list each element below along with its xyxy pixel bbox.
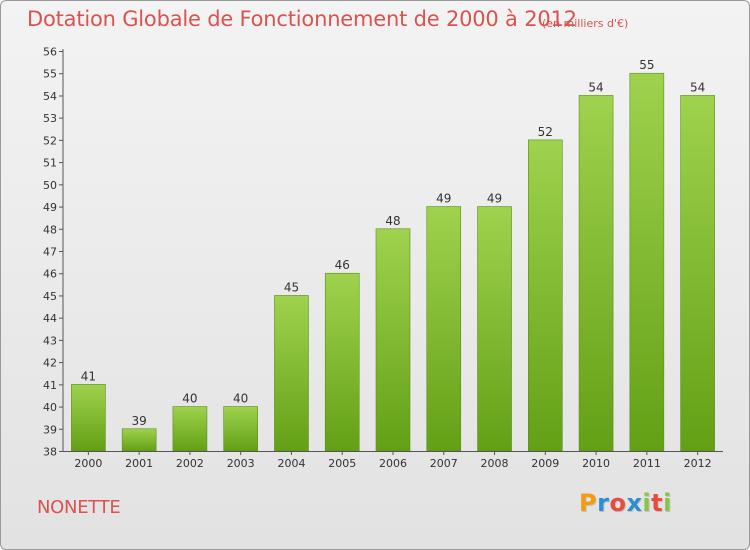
x-tick-label: 2004 <box>277 457 305 470</box>
x-tick-label: 2011 <box>633 457 661 470</box>
y-tick-label: 52 <box>43 134 57 147</box>
logo-letter: x <box>626 489 643 517</box>
chart-subtitle: (en milliers d'€) <box>542 17 629 30</box>
bar-value-label: 52 <box>538 125 553 139</box>
y-tick-label: 53 <box>43 112 57 125</box>
y-tick-label: 44 <box>43 312 57 325</box>
x-tick-label: 2007 <box>430 457 458 470</box>
logo-letter: i <box>642 489 652 517</box>
bar-value-label: 49 <box>436 192 451 206</box>
chart-title: Dotation Globale de Fonctionnement de 20… <box>27 7 577 31</box>
bar <box>426 206 462 452</box>
bar-value-label: 40 <box>182 392 197 406</box>
logo-letter: o <box>609 489 627 517</box>
y-tick-label: 46 <box>43 268 57 281</box>
x-tick-label: 2010 <box>582 457 610 470</box>
bar-value-label: 46 <box>335 258 350 272</box>
bar <box>528 139 563 452</box>
y-tick-label: 43 <box>43 334 57 347</box>
bar <box>71 384 106 452</box>
bar-value-label: 45 <box>284 280 299 294</box>
bar <box>375 228 411 452</box>
x-tick-label: 2001 <box>125 457 153 470</box>
y-tick-label: 54 <box>43 90 57 103</box>
y-tick-label: 39 <box>43 423 57 436</box>
bar <box>121 428 157 452</box>
x-tick-label: 2005 <box>328 457 356 470</box>
y-tick-label: 55 <box>43 68 57 81</box>
y-tick-label: 40 <box>43 401 57 414</box>
logo-letter: r <box>597 489 610 517</box>
x-tick-label: 2003 <box>227 457 255 470</box>
bar-value-label: 48 <box>385 214 400 228</box>
y-tick-label: 51 <box>43 157 57 170</box>
y-tick-label: 45 <box>43 290 57 303</box>
bar <box>680 95 715 452</box>
town-name: NONETTE <box>37 497 121 518</box>
x-axis: 2000 2001 2002 2003 2004 2005 2006 2007 2008 2009… <box>63 451 723 470</box>
bar-value-label: 40 <box>233 392 248 406</box>
y-tick-label: 38 <box>43 446 57 459</box>
x-tick-label: 2012 <box>684 457 712 470</box>
x-tick-label: 2008 <box>481 457 509 470</box>
y-tick-label: 49 <box>43 201 57 214</box>
x-tick-label: 2002 <box>176 457 204 470</box>
bar <box>274 295 309 452</box>
logo-letter: t <box>651 489 664 517</box>
bar <box>172 406 208 452</box>
bar-value-label: 55 <box>639 58 654 72</box>
y-tick-label: 48 <box>43 223 57 236</box>
bar-value-label: 39 <box>132 414 147 428</box>
bar <box>223 406 258 452</box>
y-tick-label: 47 <box>43 246 57 259</box>
bars: 41 39 40 40 45 46 48 49 49 52 54 55 54 <box>71 58 715 452</box>
bar <box>578 95 614 452</box>
x-tick-label: 2009 <box>531 457 559 470</box>
logo-letter: i <box>663 489 672 517</box>
y-tick-label: 56 <box>43 46 57 59</box>
bar-value-label: 41 <box>81 369 96 383</box>
x-tick-label: 2000 <box>74 457 102 470</box>
bar <box>629 72 665 452</box>
x-tick-label: 2006 <box>379 457 407 470</box>
bar <box>324 272 360 452</box>
y-tick-label: 50 <box>43 179 57 192</box>
bar <box>477 206 512 452</box>
bar-value-label: 49 <box>487 192 502 206</box>
logo-letter: P <box>579 489 598 517</box>
y-axis: 38 39 40 41 42 43 44 45 46 47 48 49 50 51 52 53 54 55 56 <box>43 46 64 459</box>
bar-value-label: 54 <box>690 80 705 94</box>
proxiti-logo[interactable]: Proxiti <box>579 489 672 517</box>
y-tick-label: 42 <box>43 357 57 370</box>
bar-value-label: 54 <box>588 80 603 94</box>
y-tick-label: 41 <box>43 379 57 392</box>
